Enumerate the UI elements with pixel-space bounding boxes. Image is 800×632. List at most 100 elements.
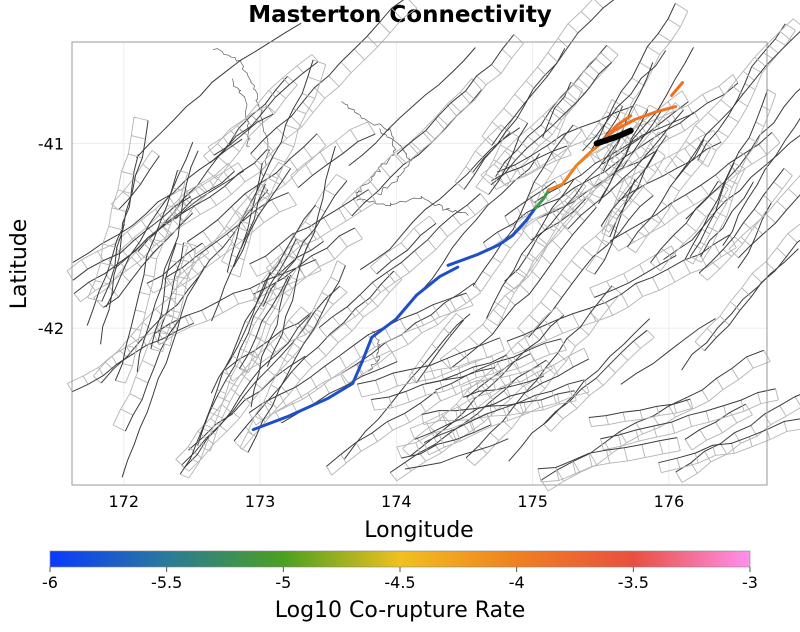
fault-patch [369, 215, 437, 275]
fault-patch [480, 52, 612, 186]
fault-trace [326, 391, 436, 467]
fault-patch [169, 162, 245, 220]
fault-trace [150, 243, 177, 350]
fault-patch [137, 75, 298, 261]
fault-patch [439, 197, 597, 370]
colorbar-tick-label: -6 [42, 573, 58, 592]
rupture-segment-0 [251, 265, 460, 432]
coastline-segment [356, 195, 469, 216]
fault-network [66, 0, 800, 492]
rupture-segment-3 [547, 142, 603, 192]
fault-trace [423, 379, 585, 444]
fault-patch [150, 242, 189, 353]
x-tick-label: 176 [654, 492, 685, 511]
x-tick-label: 175 [517, 492, 548, 511]
fault-trace [567, 109, 684, 230]
fault-trace [409, 314, 565, 457]
fault-trace [100, 154, 139, 345]
fault-trace [179, 272, 271, 475]
fault-trace [435, 338, 562, 391]
fault-trace [233, 270, 395, 442]
fault-patch [664, 18, 800, 180]
x-tick-labels: 172 173 174 175 176 [109, 492, 685, 511]
fault-patch [542, 81, 583, 145]
fault-patch [207, 105, 274, 156]
fault-trace [181, 285, 341, 466]
colorbar-tick-label: -3 [742, 573, 758, 592]
fault-patch [559, 102, 684, 230]
fault-trace [187, 133, 318, 243]
fault-trace [118, 155, 160, 211]
coastline-segment [376, 128, 413, 195]
coastline-segment [367, 330, 381, 372]
fault-trace [463, 375, 544, 398]
fault-patch [186, 133, 327, 254]
fault-trace [737, 202, 772, 269]
rupture-segment-7 [593, 127, 634, 147]
fault-trace [371, 354, 507, 400]
fault-trace [253, 227, 355, 295]
fault-trace [588, 3, 676, 154]
fault-trace [486, 178, 575, 319]
fault-trace [537, 437, 678, 470]
fault-trace [528, 195, 654, 338]
fault-trace [463, 132, 511, 190]
colorbar-tick-label: -5.5 [151, 573, 182, 592]
fault-trace [504, 180, 556, 217]
fault-patch [600, 388, 779, 451]
fault-patch [585, 174, 636, 275]
colorbar [49, 550, 751, 568]
fault-patch [165, 192, 297, 290]
plot-frame [71, 41, 768, 486]
fault-trace [618, 141, 722, 202]
fault-trace [675, 394, 800, 473]
fault-trace [588, 398, 691, 418]
fault-patch [728, 174, 800, 259]
fault-trace [488, 122, 529, 195]
fault-trace [465, 285, 613, 459]
fault-trace [504, 136, 622, 282]
fault-patch [481, 0, 604, 146]
fault-trace [414, 358, 589, 440]
fault-trace [401, 424, 492, 459]
fault-trace [491, 0, 615, 146]
fault-patch [370, 354, 511, 411]
fault-patch [684, 403, 753, 451]
colorbar-label: Log10 Co-rupture Rate [275, 598, 526, 623]
fault-trace [490, 62, 612, 186]
rupture-segment-6 [602, 114, 633, 142]
fault-trace [738, 194, 800, 259]
fault-trace [86, 223, 125, 326]
fault-trace [103, 212, 193, 308]
fault-patch [248, 292, 474, 426]
fault-trace [188, 355, 306, 451]
fault-trace [72, 138, 243, 263]
fault-patch [475, 115, 528, 195]
y-axis-label: Latitude [7, 219, 32, 310]
fault-patch [465, 285, 622, 466]
fault-patch [694, 223, 800, 352]
rupture-segment-1 [446, 206, 537, 267]
fault-patch [341, 78, 482, 217]
fault-trace [247, 265, 346, 453]
fault-trace [121, 265, 206, 478]
fault-patch [684, 89, 777, 265]
fault-patch [203, 54, 319, 164]
x-tick-label: 174 [381, 492, 412, 511]
colorbar-tick-label: -4 [509, 573, 525, 592]
fault-trace [415, 319, 465, 384]
coastline-segment [212, 48, 271, 178]
fault-patch [356, 337, 505, 398]
fault-trace [533, 82, 739, 204]
fault-trace [262, 180, 348, 307]
fault-patch [521, 187, 586, 241]
x-tick-label: 172 [109, 492, 140, 511]
fault-patch [588, 103, 648, 199]
fault-trace [124, 319, 180, 432]
fault-patch [675, 396, 800, 483]
fault-patch [93, 182, 269, 384]
fault-patch [408, 312, 465, 384]
fault-trace [541, 349, 764, 481]
fault-trace [238, 275, 289, 369]
